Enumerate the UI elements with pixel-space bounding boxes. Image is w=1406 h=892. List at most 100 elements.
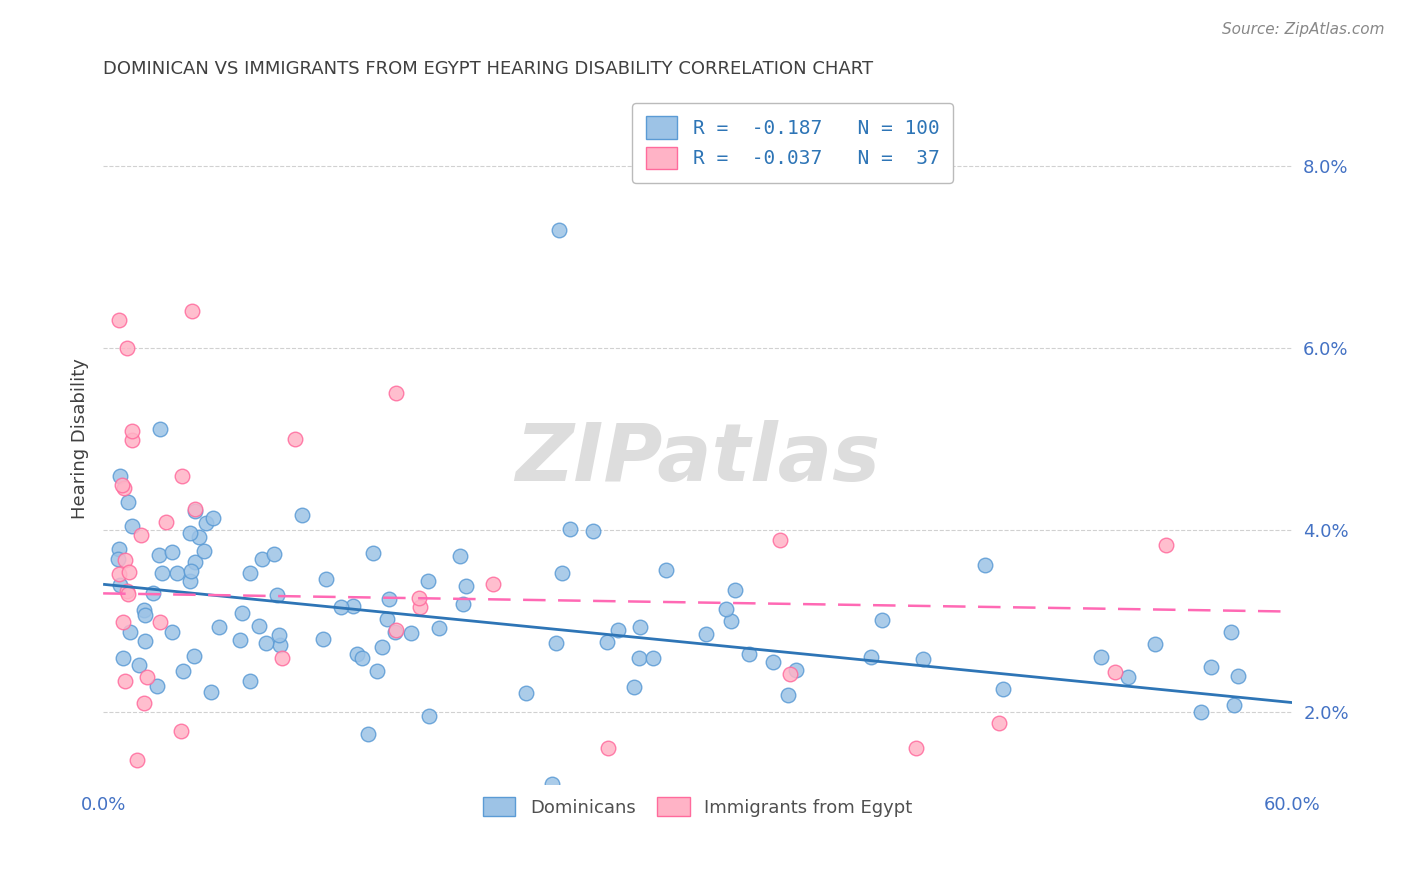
Point (551, 566, 574, 580)
Point (162, 545, 184, 559)
Point (1226, 669, 1249, 683)
Point (1143, 637, 1166, 651)
Point (714, 601, 737, 615)
Point (385, 623, 408, 637)
Point (121, 434, 143, 448)
Point (200, 685, 222, 699)
Point (202, 511, 225, 525)
Point (973, 558, 995, 573)
Point (118, 624, 141, 639)
Point (256, 636, 278, 650)
Point (378, 592, 401, 607)
Point (785, 663, 807, 677)
Point (1090, 650, 1112, 665)
Point (720, 615, 742, 629)
Point (598, 741, 620, 756)
Point (134, 633, 156, 648)
Point (110, 578, 132, 592)
Point (366, 665, 388, 679)
Point (1104, 665, 1126, 680)
Point (384, 624, 406, 639)
Point (1189, 705, 1212, 719)
Point (558, 522, 581, 536)
Point (546, 636, 568, 650)
Point (481, 577, 503, 591)
Point (108, 469, 131, 483)
Point (231, 607, 253, 621)
Point (312, 632, 335, 646)
Point (184, 555, 207, 569)
Point (1154, 538, 1177, 552)
Point (627, 650, 650, 665)
Point (263, 547, 285, 561)
Point (114, 553, 136, 567)
Point (779, 666, 801, 681)
Point (247, 619, 270, 633)
Point (416, 574, 439, 589)
Point (160, 625, 183, 640)
Point (172, 665, 194, 679)
Text: ZIPatlas: ZIPatlas (515, 420, 880, 499)
Point (193, 544, 215, 558)
Point (183, 649, 205, 664)
Point (145, 679, 167, 693)
Point (112, 481, 135, 495)
Point (911, 652, 934, 666)
Point (284, 432, 307, 446)
Point (1199, 659, 1222, 673)
Point (181, 304, 204, 318)
Point (149, 615, 172, 630)
Point (870, 613, 893, 627)
Point (762, 655, 785, 669)
Point (408, 591, 430, 606)
Point (449, 549, 471, 563)
Point (641, 651, 664, 665)
Point (357, 727, 380, 741)
Point (987, 716, 1010, 731)
Point (451, 597, 474, 611)
Point (267, 628, 290, 642)
Point (655, 563, 678, 577)
Point (904, 741, 927, 756)
Point (110, 478, 132, 492)
Point (350, 651, 373, 665)
Point (149, 421, 172, 435)
Point (111, 650, 134, 665)
Point (114, 673, 136, 688)
Point (170, 723, 193, 738)
Point (628, 620, 651, 634)
Point (132, 602, 155, 616)
Point (776, 688, 799, 702)
Point (142, 586, 165, 600)
Point (228, 633, 250, 648)
Point (346, 647, 368, 661)
Point (166, 566, 188, 580)
Point (515, 686, 537, 700)
Y-axis label: Hearing Disability: Hearing Disability (72, 359, 89, 519)
Point (769, 533, 792, 547)
Point (399, 626, 422, 640)
Point (252, 552, 274, 566)
Point (548, 222, 571, 236)
Point (582, 524, 605, 538)
Point (150, 566, 173, 580)
Point (595, 635, 617, 649)
Point (1223, 698, 1246, 712)
Point (330, 599, 353, 614)
Point (187, 530, 209, 544)
Text: DOMINICAN VS IMMIGRANTS FROM EGYPT HEARING DISABILITY CORRELATION CHART: DOMINICAN VS IMMIGRANTS FROM EGYPT HEARI… (103, 60, 873, 78)
Point (115, 341, 138, 355)
Point (993, 681, 1015, 696)
Point (172, 468, 194, 483)
Point (121, 424, 143, 438)
Point (541, 777, 564, 791)
Point (266, 588, 288, 602)
Point (385, 386, 408, 401)
Point (118, 566, 141, 580)
Point (136, 670, 159, 684)
Point (108, 313, 131, 327)
Point (606, 624, 628, 638)
Point (623, 680, 645, 694)
Point (117, 584, 139, 599)
Point (155, 515, 177, 529)
